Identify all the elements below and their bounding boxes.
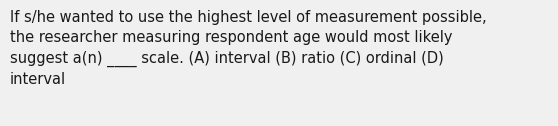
- Text: If s/he wanted to use the highest level of measurement possible,
the researcher : If s/he wanted to use the highest level …: [10, 10, 487, 87]
